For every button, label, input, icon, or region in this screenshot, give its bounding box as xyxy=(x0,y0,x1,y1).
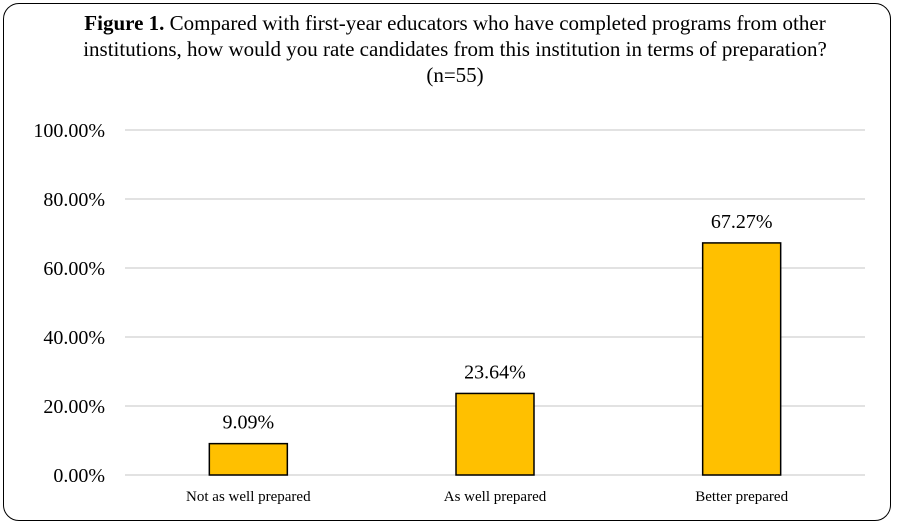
title-text: Compared with first-year educators who h… xyxy=(83,11,827,87)
y-tick-label: 40.00% xyxy=(43,327,105,349)
x-tick-label: Not as well prepared xyxy=(186,489,311,505)
y-tick-label: 0.00% xyxy=(53,465,105,487)
bar xyxy=(455,392,535,476)
chart-title: Figure 1. Compared with first-year educa… xyxy=(60,10,850,88)
chart-frame xyxy=(3,3,891,521)
bar xyxy=(701,242,782,476)
x-tick-label: Better prepared xyxy=(695,489,788,505)
y-tick-label: 80.00% xyxy=(43,189,105,211)
data-label: 9.09% xyxy=(222,412,274,434)
data-label: 23.64% xyxy=(464,361,526,383)
data-label: 67.27% xyxy=(711,211,773,233)
figure-number: Figure 1. xyxy=(84,11,165,35)
bar xyxy=(208,442,289,476)
x-tick-label: As well prepared xyxy=(444,489,547,505)
y-tick-label: 100.00% xyxy=(33,120,105,142)
y-tick-label: 20.00% xyxy=(43,396,105,418)
y-tick-label: 60.00% xyxy=(43,258,105,280)
